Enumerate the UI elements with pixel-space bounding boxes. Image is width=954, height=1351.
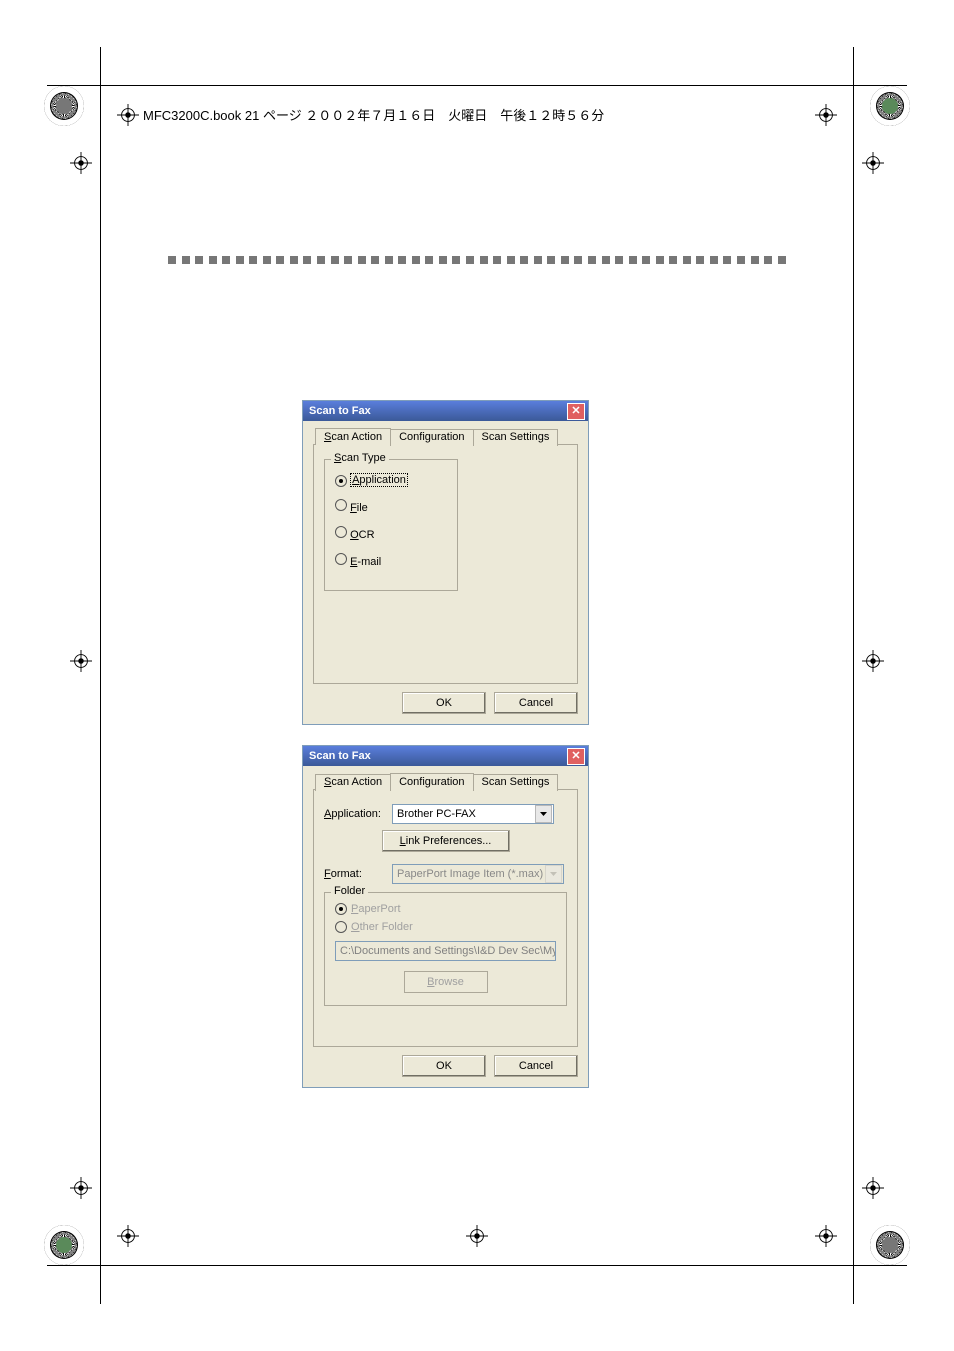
separator-dots	[168, 256, 786, 264]
cancel-button[interactable]: Cancel	[494, 692, 578, 714]
tab-strip: Scan Action Configuration Scan Settings	[315, 427, 578, 444]
folder-group: Folder PaperPort Other Folder C:\Documen…	[324, 892, 567, 1006]
register-mark-icon	[862, 152, 884, 174]
radio-file[interactable]: File	[335, 499, 447, 514]
folder-path-field: C:\Documents and Settings\I&D Dev Sec\My…	[335, 941, 556, 961]
register-mark-icon	[70, 1177, 92, 1199]
tab-configuration[interactable]: Configuration	[390, 429, 473, 446]
radio-ocr[interactable]: OCR	[335, 526, 447, 541]
tab-panel: Scan Type Application File OCR	[313, 444, 578, 684]
scan-type-group: Scan Type Application File OCR	[324, 459, 458, 591]
application-label: Application:	[324, 808, 386, 820]
dialog-titlebar: Scan to Fax ✕	[303, 401, 588, 421]
register-mark-icon	[117, 104, 139, 126]
close-icon[interactable]: ✕	[567, 748, 585, 765]
combo-value: PaperPort Image Item (*.max)	[393, 868, 544, 880]
link-preferences-button[interactable]: Link Preferences...	[382, 830, 510, 852]
radio-email[interactable]: E-mail	[335, 553, 447, 568]
tab-scan-action[interactable]: Scan Action	[315, 428, 391, 445]
radio-icon	[335, 553, 347, 565]
ornament-icon	[870, 86, 910, 126]
ornament-icon	[870, 1225, 910, 1265]
application-row: Application: Brother PC-FAX	[324, 804, 567, 824]
format-row: Format: PaperPort Image Item (*.max)	[324, 864, 567, 884]
radio-icon	[335, 475, 347, 487]
radio-paperport: PaperPort	[335, 903, 556, 915]
ok-button[interactable]: OK	[402, 1055, 486, 1077]
register-mark-icon	[815, 1225, 837, 1247]
register-mark-icon	[815, 104, 837, 126]
ornament-icon	[44, 1225, 84, 1265]
scan-to-fax-dialog-1: Scan to Fax ✕ Scan Action Configuration …	[302, 400, 589, 725]
radio-icon	[335, 499, 347, 511]
tab-strip: Scan Action Configuration Scan Settings	[315, 772, 578, 789]
ornament-icon	[44, 86, 84, 126]
chevron-down-icon	[545, 865, 562, 883]
cancel-button[interactable]: Cancel	[494, 1055, 578, 1077]
format-combo: PaperPort Image Item (*.max)	[392, 864, 564, 884]
tab-scan-action[interactable]: Scan Action	[315, 774, 391, 791]
combo-value: Brother PC-FAX	[393, 808, 534, 820]
chevron-down-icon	[535, 805, 552, 823]
radio-icon	[335, 921, 347, 933]
radio-application[interactable]: Application	[335, 474, 447, 487]
register-mark-icon	[862, 650, 884, 672]
page-header-text: MFC3200C.book 21 ページ ２００２年７月１６日 火曜日 午後１２…	[143, 105, 604, 124]
dialog-title: Scan to Fax	[309, 750, 371, 762]
close-icon[interactable]: ✕	[567, 403, 585, 420]
tab-scan-settings[interactable]: Scan Settings	[473, 429, 559, 446]
register-mark-icon	[862, 1177, 884, 1199]
radio-icon	[335, 903, 347, 915]
group-legend: Folder	[331, 885, 368, 897]
register-mark-icon	[70, 650, 92, 672]
tab-scan-settings[interactable]: Scan Settings	[473, 774, 559, 791]
browse-button: Browse	[404, 971, 488, 993]
dialog-titlebar: Scan to Fax ✕	[303, 746, 588, 766]
scan-to-fax-dialog-2: Scan to Fax ✕ Scan Action Configuration …	[302, 745, 589, 1088]
tab-panel: Application: Brother PC-FAX Link Prefere…	[313, 789, 578, 1047]
register-mark-icon	[70, 152, 92, 174]
radio-other-folder: Other Folder	[335, 921, 556, 933]
format-label: Format:	[324, 868, 386, 880]
register-mark-icon	[466, 1225, 488, 1247]
ok-button[interactable]: OK	[402, 692, 486, 714]
dialog-title: Scan to Fax	[309, 405, 371, 417]
group-legend: Scan Type	[331, 452, 389, 464]
tab-configuration[interactable]: Configuration	[390, 773, 473, 790]
register-mark-icon	[117, 1225, 139, 1247]
application-combo[interactable]: Brother PC-FAX	[392, 804, 554, 824]
radio-icon	[335, 526, 347, 538]
